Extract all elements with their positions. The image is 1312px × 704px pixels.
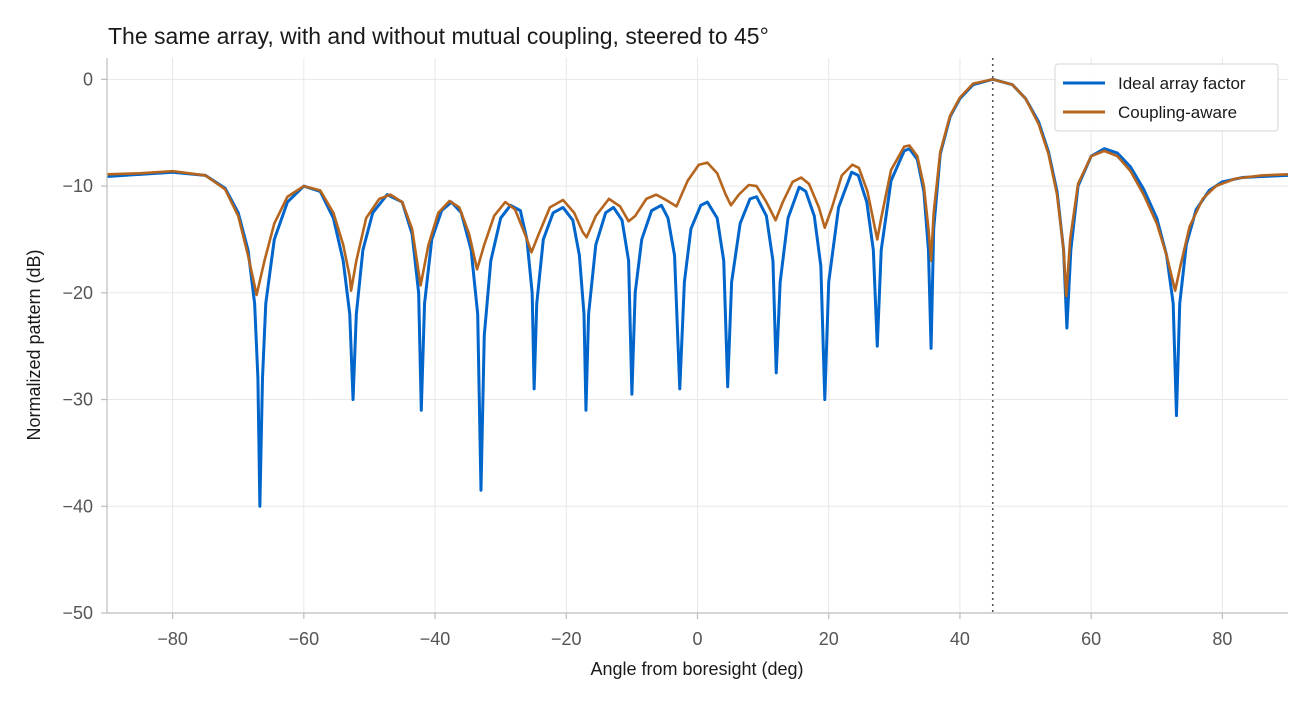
x-tick-label: −40 xyxy=(420,629,451,649)
x-tick-label: −80 xyxy=(157,629,188,649)
x-tick-label: 60 xyxy=(1081,629,1101,649)
x-tick-label: −60 xyxy=(289,629,320,649)
y-tick-label: −10 xyxy=(62,176,93,196)
y-tick-label: −30 xyxy=(62,390,93,410)
y-axis-label: Normalized pattern (dB) xyxy=(24,249,44,440)
chart-title: The same array, with and without mutual … xyxy=(108,23,769,49)
x-tick-label: 0 xyxy=(692,629,702,649)
legend-label-ideal: Ideal array factor xyxy=(1118,74,1246,93)
x-tick-label: −20 xyxy=(551,629,582,649)
legend-box xyxy=(1054,63,1279,132)
x-tick-label: 40 xyxy=(950,629,970,649)
series-line-coupling xyxy=(106,78,1289,298)
y-tick-label: −40 xyxy=(62,496,93,516)
y-tick-label: −50 xyxy=(62,603,93,623)
ticks: −80 −60 −40 −20 0 20 40 60 80 0 −10 −20 −30 −40 −50 xyxy=(62,69,1232,649)
x-tick-label: 20 xyxy=(819,629,839,649)
grid xyxy=(107,58,1288,614)
x-tick-label: 80 xyxy=(1212,629,1232,649)
series-layer xyxy=(106,77,1289,508)
legend-label-coupling: Coupling-aware xyxy=(1118,103,1237,122)
y-tick-label: 0 xyxy=(83,69,93,89)
legend: Ideal array factor Coupling-aware xyxy=(1054,63,1279,132)
x-axis-label: Angle from boresight (deg) xyxy=(590,659,803,679)
y-tick-label: −20 xyxy=(62,283,93,303)
